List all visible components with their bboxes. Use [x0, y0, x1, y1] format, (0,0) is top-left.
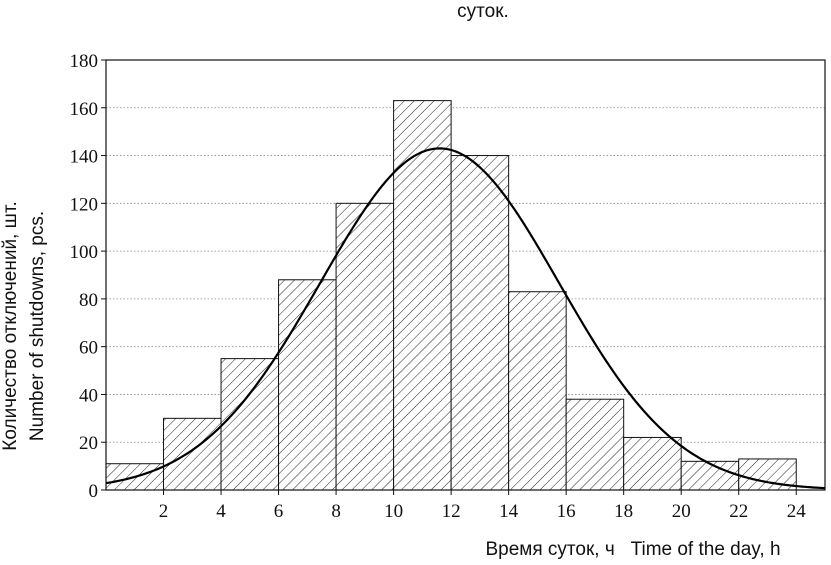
y-tick-label: 100 [70, 242, 99, 263]
y-tick-label: 160 [70, 99, 99, 120]
x-tick-label: 24 [787, 501, 807, 522]
x-tick-label: 22 [729, 501, 748, 522]
y-tick-label: 40 [79, 385, 98, 406]
x-axis-label: Время суток, ч Time of the day, h [485, 539, 780, 560]
normal-fit-curve [105, 147, 826, 490]
y-tick-label: 60 [79, 338, 98, 359]
histogram-bar [450, 155, 510, 491]
x-tick-label: 6 [274, 501, 284, 522]
x-tick-label: 18 [614, 501, 633, 522]
y-tick-label: 140 [70, 147, 99, 168]
y-tick-label: 180 [70, 51, 99, 72]
x-tick-label: 14 [499, 501, 519, 522]
chart-title: суток. [457, 1, 509, 22]
histogram-bar [163, 417, 222, 491]
histogram-bar [335, 202, 395, 491]
histogram-bars [105, 100, 797, 491]
histogram-bar [623, 436, 682, 491]
histogram-bar [508, 291, 567, 491]
x-tick-label: 4 [216, 501, 226, 522]
x-tick-label: 20 [672, 501, 691, 522]
y-axis-label-ru: Количество отключений, шт. [0, 201, 21, 450]
y-axis-label-en: Number of shutdowns, pcs. [27, 211, 48, 441]
y-tick-label: 80 [79, 290, 98, 311]
histogram-bar [680, 460, 740, 491]
histogram-bar [278, 279, 337, 491]
x-tick-label: 8 [331, 501, 341, 522]
fit-curve-line [105, 147, 826, 490]
histogram-bar [565, 398, 625, 491]
x-tick-label: 2 [159, 501, 169, 522]
x-axis-ticks: 2 4 6 8 10 12 14 16 18 20 22 24 [159, 490, 806, 522]
plot-frame [105, 59, 826, 491]
histogram-bar [220, 358, 280, 491]
y-axis-ticks: 0 20 40 60 80 100 120 140 160 180 [70, 51, 106, 502]
histogram-bar [393, 100, 452, 491]
y-tick-label: 120 [70, 194, 99, 215]
y-tick-label: 20 [79, 433, 98, 454]
x-tick-label: 10 [384, 501, 403, 522]
y-tick-label: 0 [89, 481, 99, 502]
x-tick-label: 12 [442, 501, 461, 522]
x-tick-label: 16 [557, 501, 576, 522]
